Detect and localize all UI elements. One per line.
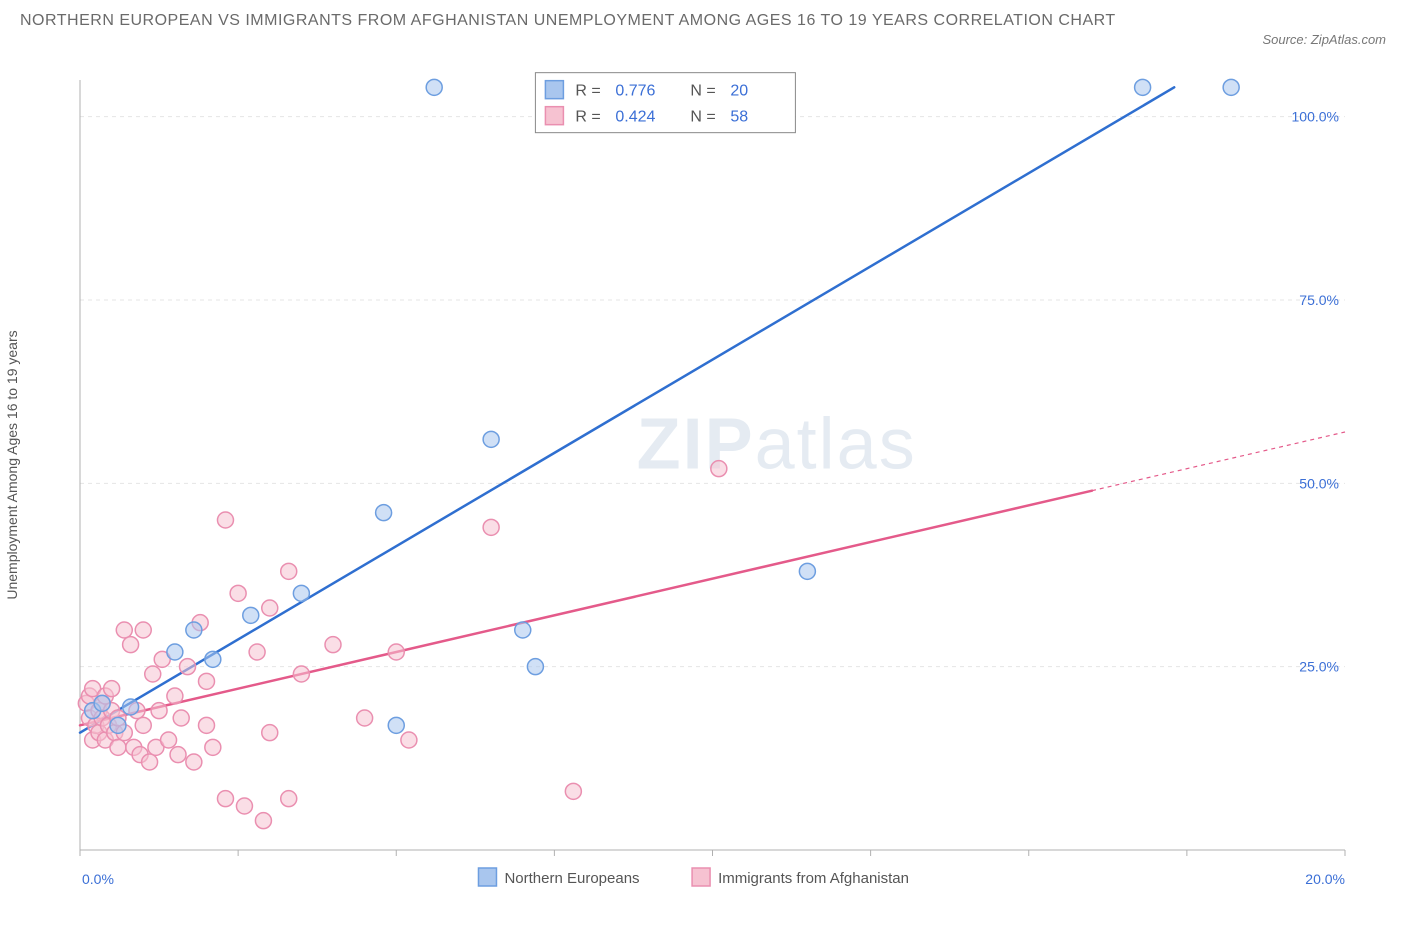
scatter-chart: 25.0% 50.0% 75.0% 100.0% ZIPatlas 0.0% 20.0% R … xyxy=(60,70,1386,890)
svg-text:25.0%: 25.0% xyxy=(1299,659,1339,675)
source-attribution: Source: ZipAtlas.com xyxy=(1262,8,1386,47)
svg-text:58: 58 xyxy=(730,109,748,126)
svg-text:20: 20 xyxy=(730,83,748,100)
svg-text:N =: N = xyxy=(690,83,715,100)
chart-container: 25.0% 50.0% 75.0% 100.0% ZIPatlas 0.0% 20.0% R … xyxy=(60,70,1386,890)
svg-text:100.0%: 100.0% xyxy=(1292,109,1339,125)
svg-text:ZIPatlas: ZIPatlas xyxy=(637,405,917,485)
svg-text:N =: N = xyxy=(690,109,715,126)
svg-text:0.424: 0.424 xyxy=(615,109,655,126)
svg-text:R =: R = xyxy=(575,83,600,100)
chart-title: NORTHERN EUROPEAN VS IMMIGRANTS FROM AFG… xyxy=(20,8,1116,34)
svg-text:Northern Europeans: Northern Europeans xyxy=(504,870,639,887)
svg-text:Immigrants from Afghanistan: Immigrants from Afghanistan xyxy=(718,870,909,887)
svg-text:75.0%: 75.0% xyxy=(1299,292,1339,308)
svg-text:0.776: 0.776 xyxy=(615,83,655,100)
svg-text:50.0%: 50.0% xyxy=(1299,475,1339,491)
svg-text:20.0%: 20.0% xyxy=(1305,871,1345,887)
svg-text:R =: R = xyxy=(575,109,600,126)
y-axis-label: Unemployment Among Ages 16 to 19 years xyxy=(4,330,20,599)
svg-text:0.0%: 0.0% xyxy=(82,871,114,887)
